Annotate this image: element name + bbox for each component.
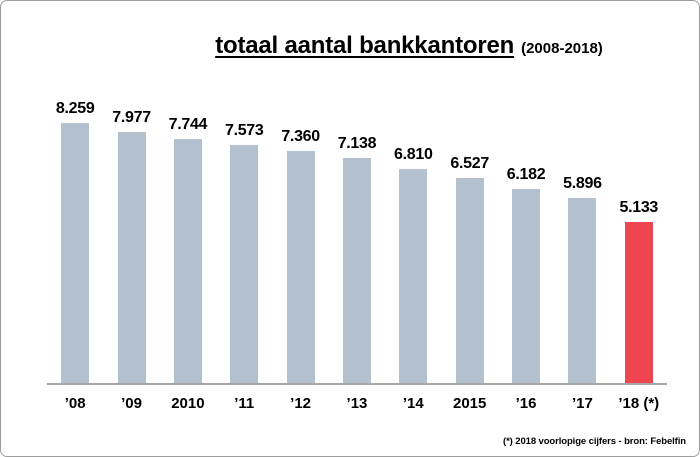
bar-column: 7.744 xyxy=(160,116,216,384)
bar xyxy=(286,151,315,384)
bar xyxy=(342,158,371,384)
chart-title-main: totaal aantal bankkantoren xyxy=(215,32,515,59)
x-axis-label: ’12 xyxy=(290,395,312,412)
bar-plot-area: 8.259 7.977 7.744 7.573 7.360 7.138 6.810 6.527… xyxy=(47,98,667,384)
bar xyxy=(568,198,597,384)
x-axis-label: ’09 xyxy=(121,395,142,412)
bar xyxy=(230,145,259,384)
bar-value-label: 6.182 xyxy=(506,166,546,183)
bar-value-label: 6.527 xyxy=(450,155,489,172)
bar-value-label: 7.360 xyxy=(281,128,320,145)
x-axis-label: ’17 xyxy=(571,395,593,412)
bar-value-label: 7.573 xyxy=(224,122,264,139)
x-axis-label: ’13 xyxy=(346,395,368,412)
bar-value-label: 7.977 xyxy=(112,109,151,126)
bar-column: 7.138 xyxy=(329,135,385,384)
bar-value-label: 6.810 xyxy=(394,146,433,163)
bar-column: 8.259 xyxy=(47,100,103,384)
bar-column: 6.527 xyxy=(442,155,498,384)
bar-column: 7.977 xyxy=(104,109,160,384)
x-axis-label: ’18 (*) xyxy=(618,395,660,412)
bar-value-label: 7.744 xyxy=(168,116,208,133)
footnote: (*) 2018 voorlopige cijfers - bron: Febe… xyxy=(503,436,686,447)
x-axis-line xyxy=(47,383,667,385)
bar-highlighted xyxy=(624,222,653,384)
bar-column: 6.810 xyxy=(385,146,441,384)
x-axis-label: ’08 xyxy=(64,395,86,412)
bar-column: 5.896 xyxy=(554,175,610,384)
chart-title-suffix: (2008-2018) xyxy=(521,40,603,57)
x-axis-label: 2010 xyxy=(171,395,205,412)
bar-value-label: 7.138 xyxy=(337,135,377,152)
bar-value-label: 8.259 xyxy=(55,100,95,117)
bar xyxy=(173,139,202,384)
bar-column: 5.133 xyxy=(611,199,667,384)
bar xyxy=(61,123,90,384)
x-axis-label: 2015 xyxy=(453,395,487,412)
bar-value-label: 5.133 xyxy=(619,199,659,216)
x-axis-labels: ’08 ’09 2010 ’11 ’12 ’13 ’14 2015 ’16 ’17 ’18 (*) xyxy=(47,395,667,412)
bar xyxy=(455,178,484,384)
bar xyxy=(117,132,146,384)
x-axis-label: ’16 xyxy=(515,395,537,412)
bar-column: 7.360 xyxy=(273,128,329,384)
x-axis-label: ’14 xyxy=(402,395,424,412)
bar xyxy=(399,169,428,384)
chart-title: totaal aantal bankkantoren (2008-2018) xyxy=(119,32,699,60)
bar-column: 6.182 xyxy=(498,166,554,384)
bar-column: 7.573 xyxy=(216,122,272,384)
x-axis-label: ’11 xyxy=(234,395,255,412)
bar-value-label: 5.896 xyxy=(563,175,602,192)
bar xyxy=(512,189,541,384)
